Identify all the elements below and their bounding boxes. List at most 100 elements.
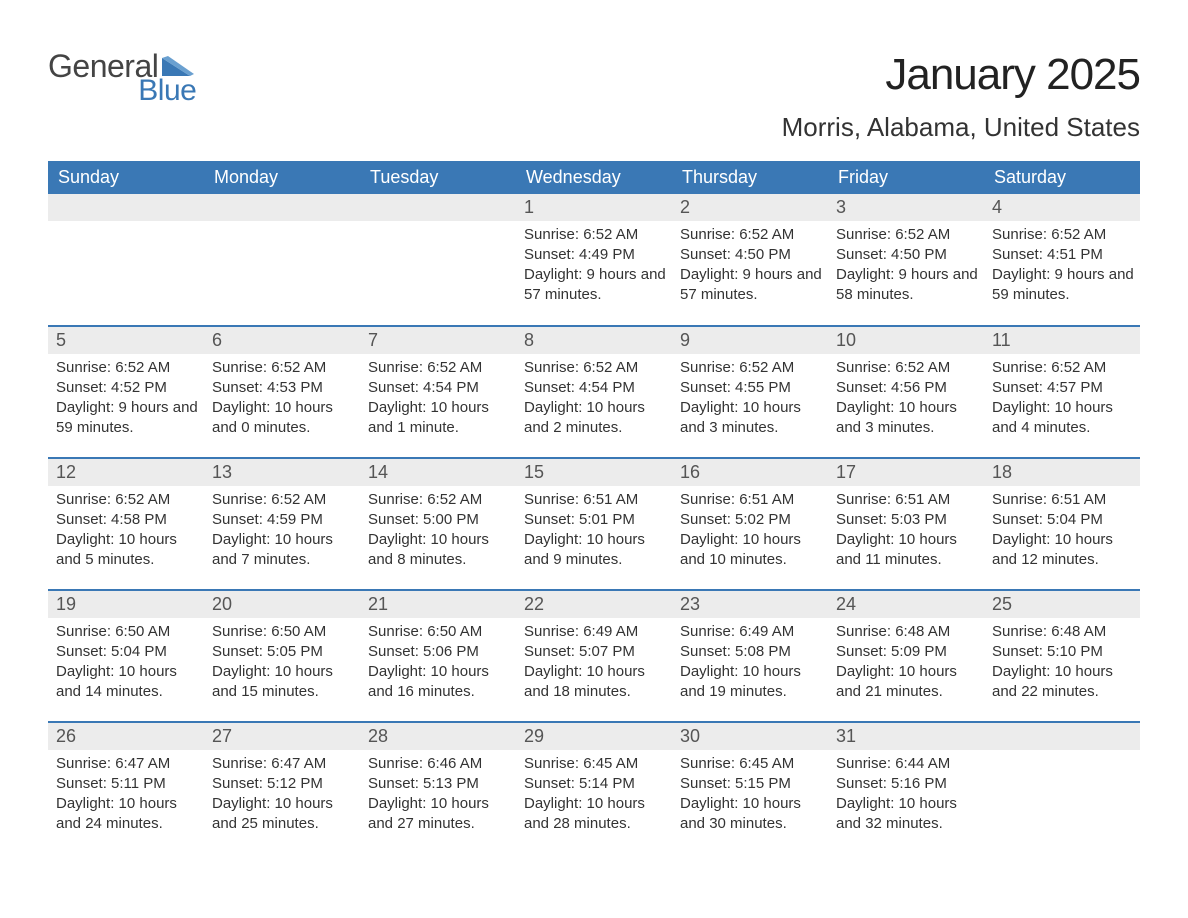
sunrise-line: Sunrise: 6:50 AM bbox=[212, 622, 354, 642]
day-body bbox=[48, 221, 204, 301]
day-number: 15 bbox=[516, 459, 672, 486]
daylight-line: Daylight: 9 hours and 59 minutes. bbox=[56, 398, 198, 439]
sunset-line: Sunset: 5:00 PM bbox=[368, 510, 510, 530]
sunset-line: Sunset: 5:11 PM bbox=[56, 774, 198, 794]
day-body: Sunrise: 6:50 AMSunset: 5:04 PMDaylight:… bbox=[48, 618, 204, 709]
day-body: Sunrise: 6:52 AMSunset: 4:49 PMDaylight:… bbox=[516, 221, 672, 312]
calendar-day-cell: 12Sunrise: 6:52 AMSunset: 4:58 PMDayligh… bbox=[48, 458, 204, 590]
calendar-day-cell: 6Sunrise: 6:52 AMSunset: 4:53 PMDaylight… bbox=[204, 326, 360, 458]
sunset-line: Sunset: 4:58 PM bbox=[56, 510, 198, 530]
sunrise-line: Sunrise: 6:44 AM bbox=[836, 754, 978, 774]
day-body: Sunrise: 6:52 AMSunset: 4:58 PMDaylight:… bbox=[48, 486, 204, 577]
calendar-day-cell bbox=[984, 722, 1140, 854]
day-body: Sunrise: 6:49 AMSunset: 5:07 PMDaylight:… bbox=[516, 618, 672, 709]
day-number bbox=[360, 194, 516, 221]
daylight-line: Daylight: 10 hours and 3 minutes. bbox=[680, 398, 822, 439]
sunrise-line: Sunrise: 6:50 AM bbox=[368, 622, 510, 642]
sunset-line: Sunset: 4:55 PM bbox=[680, 378, 822, 398]
sunset-line: Sunset: 5:05 PM bbox=[212, 642, 354, 662]
day-number bbox=[48, 194, 204, 221]
sunset-line: Sunset: 5:09 PM bbox=[836, 642, 978, 662]
daylight-line: Daylight: 10 hours and 3 minutes. bbox=[836, 398, 978, 439]
daylight-line: Daylight: 10 hours and 2 minutes. bbox=[524, 398, 666, 439]
calendar-day-cell: 5Sunrise: 6:52 AMSunset: 4:52 PMDaylight… bbox=[48, 326, 204, 458]
day-body: Sunrise: 6:52 AMSunset: 4:59 PMDaylight:… bbox=[204, 486, 360, 577]
day-number: 28 bbox=[360, 723, 516, 750]
sunrise-line: Sunrise: 6:47 AM bbox=[212, 754, 354, 774]
calendar-day-cell: 18Sunrise: 6:51 AMSunset: 5:04 PMDayligh… bbox=[984, 458, 1140, 590]
sunset-line: Sunset: 4:59 PM bbox=[212, 510, 354, 530]
day-number: 14 bbox=[360, 459, 516, 486]
calendar-day-cell bbox=[204, 194, 360, 326]
sunset-line: Sunset: 5:08 PM bbox=[680, 642, 822, 662]
day-body: Sunrise: 6:48 AMSunset: 5:10 PMDaylight:… bbox=[984, 618, 1140, 709]
sunset-line: Sunset: 5:12 PM bbox=[212, 774, 354, 794]
daylight-line: Daylight: 10 hours and 19 minutes. bbox=[680, 662, 822, 703]
day-number: 26 bbox=[48, 723, 204, 750]
day-number: 1 bbox=[516, 194, 672, 221]
day-number: 24 bbox=[828, 591, 984, 618]
day-number: 16 bbox=[672, 459, 828, 486]
weekday-header: Wednesday bbox=[516, 161, 672, 194]
day-number: 10 bbox=[828, 327, 984, 354]
sunrise-line: Sunrise: 6:45 AM bbox=[680, 754, 822, 774]
daylight-line: Daylight: 9 hours and 57 minutes. bbox=[524, 265, 666, 306]
sunset-line: Sunset: 5:01 PM bbox=[524, 510, 666, 530]
day-number: 31 bbox=[828, 723, 984, 750]
sunrise-line: Sunrise: 6:52 AM bbox=[368, 358, 510, 378]
calendar-week-row: 1Sunrise: 6:52 AMSunset: 4:49 PMDaylight… bbox=[48, 194, 1140, 326]
day-number: 3 bbox=[828, 194, 984, 221]
sunrise-line: Sunrise: 6:46 AM bbox=[368, 754, 510, 774]
sunrise-line: Sunrise: 6:51 AM bbox=[992, 490, 1134, 510]
calendar-day-cell: 23Sunrise: 6:49 AMSunset: 5:08 PMDayligh… bbox=[672, 590, 828, 722]
day-body: Sunrise: 6:52 AMSunset: 4:54 PMDaylight:… bbox=[516, 354, 672, 445]
day-number: 7 bbox=[360, 327, 516, 354]
daylight-line: Daylight: 10 hours and 4 minutes. bbox=[992, 398, 1134, 439]
sunrise-line: Sunrise: 6:52 AM bbox=[836, 358, 978, 378]
sunrise-line: Sunrise: 6:52 AM bbox=[212, 490, 354, 510]
sunset-line: Sunset: 4:57 PM bbox=[992, 378, 1134, 398]
daylight-line: Daylight: 10 hours and 25 minutes. bbox=[212, 794, 354, 835]
daylight-line: Daylight: 10 hours and 22 minutes. bbox=[992, 662, 1134, 703]
day-body: Sunrise: 6:50 AMSunset: 5:05 PMDaylight:… bbox=[204, 618, 360, 709]
day-body: Sunrise: 6:50 AMSunset: 5:06 PMDaylight:… bbox=[360, 618, 516, 709]
day-body: Sunrise: 6:52 AMSunset: 4:57 PMDaylight:… bbox=[984, 354, 1140, 445]
sunset-line: Sunset: 4:54 PM bbox=[524, 378, 666, 398]
calendar-day-cell: 4Sunrise: 6:52 AMSunset: 4:51 PMDaylight… bbox=[984, 194, 1140, 326]
calendar-day-cell: 1Sunrise: 6:52 AMSunset: 4:49 PMDaylight… bbox=[516, 194, 672, 326]
sunset-line: Sunset: 4:51 PM bbox=[992, 245, 1134, 265]
daylight-line: Daylight: 10 hours and 27 minutes. bbox=[368, 794, 510, 835]
calendar-week-row: 5Sunrise: 6:52 AMSunset: 4:52 PMDaylight… bbox=[48, 326, 1140, 458]
day-body: Sunrise: 6:52 AMSunset: 4:52 PMDaylight:… bbox=[48, 354, 204, 445]
day-number: 4 bbox=[984, 194, 1140, 221]
calendar-day-cell: 7Sunrise: 6:52 AMSunset: 4:54 PMDaylight… bbox=[360, 326, 516, 458]
daylight-line: Daylight: 9 hours and 59 minutes. bbox=[992, 265, 1134, 306]
day-number bbox=[204, 194, 360, 221]
sunrise-line: Sunrise: 6:52 AM bbox=[992, 358, 1134, 378]
calendar-day-cell: 27Sunrise: 6:47 AMSunset: 5:12 PMDayligh… bbox=[204, 722, 360, 854]
sunset-line: Sunset: 5:16 PM bbox=[836, 774, 978, 794]
day-number: 8 bbox=[516, 327, 672, 354]
day-body: Sunrise: 6:45 AMSunset: 5:14 PMDaylight:… bbox=[516, 750, 672, 841]
day-body: Sunrise: 6:52 AMSunset: 4:55 PMDaylight:… bbox=[672, 354, 828, 445]
sunrise-line: Sunrise: 6:51 AM bbox=[680, 490, 822, 510]
day-body bbox=[204, 221, 360, 301]
sunrise-line: Sunrise: 6:52 AM bbox=[56, 490, 198, 510]
calendar-day-cell: 16Sunrise: 6:51 AMSunset: 5:02 PMDayligh… bbox=[672, 458, 828, 590]
sunrise-line: Sunrise: 6:52 AM bbox=[680, 358, 822, 378]
day-number: 25 bbox=[984, 591, 1140, 618]
sunset-line: Sunset: 5:04 PM bbox=[56, 642, 198, 662]
day-body: Sunrise: 6:45 AMSunset: 5:15 PMDaylight:… bbox=[672, 750, 828, 841]
calendar-table: Sunday Monday Tuesday Wednesday Thursday… bbox=[48, 161, 1140, 854]
day-number: 11 bbox=[984, 327, 1140, 354]
daylight-line: Daylight: 10 hours and 15 minutes. bbox=[212, 662, 354, 703]
sunrise-line: Sunrise: 6:52 AM bbox=[56, 358, 198, 378]
sunset-line: Sunset: 5:10 PM bbox=[992, 642, 1134, 662]
daylight-line: Daylight: 10 hours and 7 minutes. bbox=[212, 530, 354, 571]
sunset-line: Sunset: 4:54 PM bbox=[368, 378, 510, 398]
day-number: 21 bbox=[360, 591, 516, 618]
daylight-line: Daylight: 10 hours and 8 minutes. bbox=[368, 530, 510, 571]
day-number: 2 bbox=[672, 194, 828, 221]
day-number: 30 bbox=[672, 723, 828, 750]
calendar-day-cell: 3Sunrise: 6:52 AMSunset: 4:50 PMDaylight… bbox=[828, 194, 984, 326]
